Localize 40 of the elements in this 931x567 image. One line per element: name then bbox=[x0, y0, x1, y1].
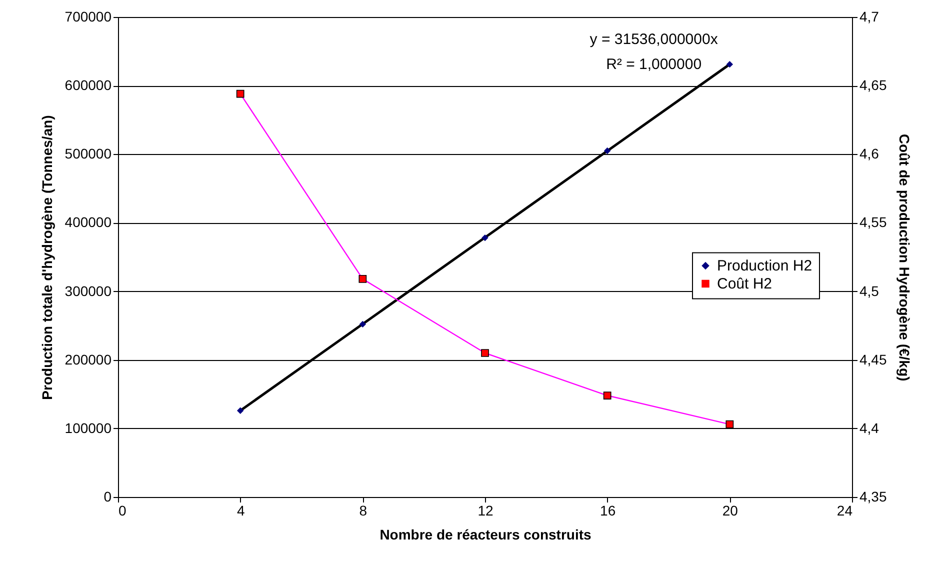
y2-tick-label: 4,55 bbox=[860, 214, 887, 230]
annotation: y = 31536,000000x bbox=[590, 31, 718, 48]
x-tick-label: 16 bbox=[600, 502, 616, 518]
point bbox=[726, 60, 734, 68]
y-tick-label: 600000 bbox=[64, 77, 112, 94]
y-axis-title: Production totale d'hydrogène (Tonnes/an) bbox=[38, 115, 55, 400]
legend-label: Coût H2 bbox=[717, 276, 772, 293]
point bbox=[236, 407, 244, 414]
y-tick-label: 0 bbox=[104, 488, 112, 504]
x-tick-label: 4 bbox=[236, 502, 245, 518]
y2-tick-label: 4,7 bbox=[860, 8, 880, 24]
x-tick-label: 20 bbox=[722, 502, 738, 518]
point bbox=[603, 392, 612, 400]
point bbox=[604, 147, 611, 154]
x-tick-label: 0 bbox=[118, 502, 126, 518]
annotation: R² = 1,000000 bbox=[606, 56, 702, 73]
y2-tick-label: 4,5 bbox=[860, 282, 880, 299]
point bbox=[358, 275, 367, 283]
y2-tick-label: 4,6 bbox=[860, 146, 880, 162]
legend-label: Production H2 bbox=[717, 258, 812, 275]
point bbox=[359, 320, 366, 328]
y2-tick-label: 4,35 bbox=[860, 488, 887, 504]
point bbox=[236, 90, 244, 98]
point bbox=[481, 349, 489, 357]
point bbox=[726, 420, 734, 428]
x-tick-label: 8 bbox=[359, 502, 368, 518]
y-tick-label: 400000 bbox=[64, 214, 112, 230]
point bbox=[482, 234, 488, 242]
x-tick-label: 12 bbox=[478, 502, 494, 518]
y-tick-label: 200000 bbox=[64, 351, 112, 368]
x-tick-label: 24 bbox=[836, 502, 853, 518]
y2-axis-title: Coût de production Hydrogène (€/kg) bbox=[896, 134, 913, 382]
y-tick-label: 300000 bbox=[64, 282, 112, 299]
y2-tick-label: 4,4 bbox=[860, 420, 880, 436]
y2-tick-label: 4,45 bbox=[860, 351, 887, 368]
y-tick-label: 100000 bbox=[64, 420, 112, 436]
y-tick-label: 500000 bbox=[64, 146, 112, 162]
x-axis-title: Nombre de réacteurs construits bbox=[380, 526, 592, 542]
y-tick-label: 700000 bbox=[64, 8, 112, 24]
y2-tick-label: 4,65 bbox=[860, 77, 887, 94]
